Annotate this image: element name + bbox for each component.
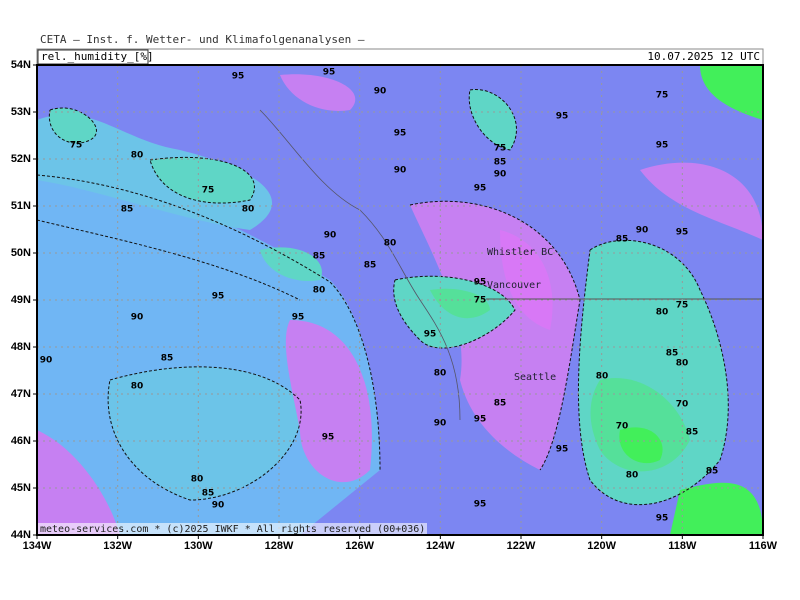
lon-label: 122W [507, 540, 536, 552]
contour-label: 85 [202, 489, 215, 499]
contour-label: 95 [556, 112, 569, 122]
contour-label: 80 [596, 372, 609, 382]
contour-label: 90 [434, 419, 447, 429]
lon-label: 132W [103, 540, 132, 552]
header-title: CETA — Inst. f. Wetter- und Klimafolgena… [40, 33, 365, 46]
contour-label: 90 [494, 170, 507, 180]
contour-label: 90 [324, 231, 337, 241]
lon-label: 120W [587, 540, 616, 552]
contour-label: 70 [616, 422, 629, 432]
contour-label: 90 [636, 226, 649, 236]
contour-label: 95 [556, 445, 569, 455]
contour-label: 80 [434, 369, 447, 379]
contour-label: 85 [686, 428, 699, 438]
contour-label: 80 [131, 151, 144, 161]
contour-label: 95 [292, 313, 305, 323]
contour-label: 80 [131, 382, 144, 392]
lon-label: 128W [265, 540, 294, 552]
contour-label: 95 [656, 141, 669, 151]
valid-time: 10.07.2025 12 UTC [647, 50, 760, 63]
lon-label: 124W [426, 540, 455, 552]
contour-label: 80 [676, 359, 689, 369]
contour-label: 85 [494, 399, 507, 409]
contour-label: 75 [676, 301, 689, 311]
lat-label: 47N [11, 388, 31, 400]
lon-label: 126W [345, 540, 374, 552]
lat-label: 50N [11, 247, 31, 259]
lat-label: 48N [11, 341, 31, 353]
lat-label: 53N [11, 106, 31, 118]
contour-label: 75 [656, 91, 669, 101]
lat-label: 45N [11, 482, 31, 494]
graticule [37, 65, 763, 535]
contour-label: 95 [212, 292, 225, 302]
contour-label: 90 [394, 166, 407, 176]
contour-label: 90 [131, 313, 144, 323]
contour-label: 85 [313, 252, 326, 262]
contour-label: 75 [474, 296, 487, 306]
contour-label: 85 [666, 349, 679, 359]
contour-label: 95 [474, 415, 487, 425]
contour-label: 90 [374, 87, 387, 97]
contour-label: 95 [474, 184, 487, 194]
contour-label: 80 [656, 308, 669, 318]
contour-label: 85 [616, 235, 629, 245]
lat-label: 44N [11, 529, 31, 541]
contour-label: 95 [676, 228, 689, 238]
footer: meteo-services.com * (c)2025 IWKF * All … [40, 524, 425, 535]
place-label: Whistler BC [487, 247, 553, 258]
contour-label: 95 [394, 129, 407, 139]
contour-label: 75 [494, 144, 507, 154]
contour-label: 85 [161, 354, 174, 364]
contour-label: 95 [474, 500, 487, 510]
contour-label: 95 [322, 433, 335, 443]
contour-label: 80 [384, 239, 397, 249]
contour-label: 95 [656, 514, 669, 524]
contour-label: 85 [706, 467, 719, 477]
humidity-field [37, 65, 763, 535]
contour-label: 80 [626, 471, 639, 481]
lat-label: 49N [11, 294, 31, 306]
place-label: Vancouver [487, 280, 541, 291]
contour-label: 85 [364, 261, 377, 271]
contour-label: 80 [191, 475, 204, 485]
contour-label: 95 [474, 278, 487, 288]
contour-label: 90 [212, 501, 225, 511]
contour-label: 85 [494, 158, 507, 168]
contour-label: 80 [313, 286, 326, 296]
variable-label: rel._humidity_[%] [41, 50, 154, 63]
contour-label: 75 [202, 186, 215, 196]
lat-label: 54N [11, 59, 31, 71]
place-label: Seattle [514, 372, 556, 383]
lon-label: 134W [23, 540, 52, 552]
lat-label: 52N [11, 153, 31, 165]
lon-label: 118W [668, 540, 697, 552]
contour-label: 95 [323, 68, 336, 78]
footer-bg [37, 523, 427, 535]
contour-label: 95 [424, 330, 437, 340]
lon-label: 130W [184, 540, 213, 552]
contour-label: 95 [232, 72, 245, 82]
lon-label: 116W [749, 540, 778, 552]
contour-label: 90 [40, 356, 53, 366]
contour-label: 80 [242, 205, 255, 215]
lat-label: 51N [11, 200, 31, 212]
contour-label: 85 [121, 205, 134, 215]
contour-label: 70 [676, 400, 689, 410]
lat-label: 46N [11, 435, 31, 447]
contour-label: 75 [70, 141, 83, 151]
